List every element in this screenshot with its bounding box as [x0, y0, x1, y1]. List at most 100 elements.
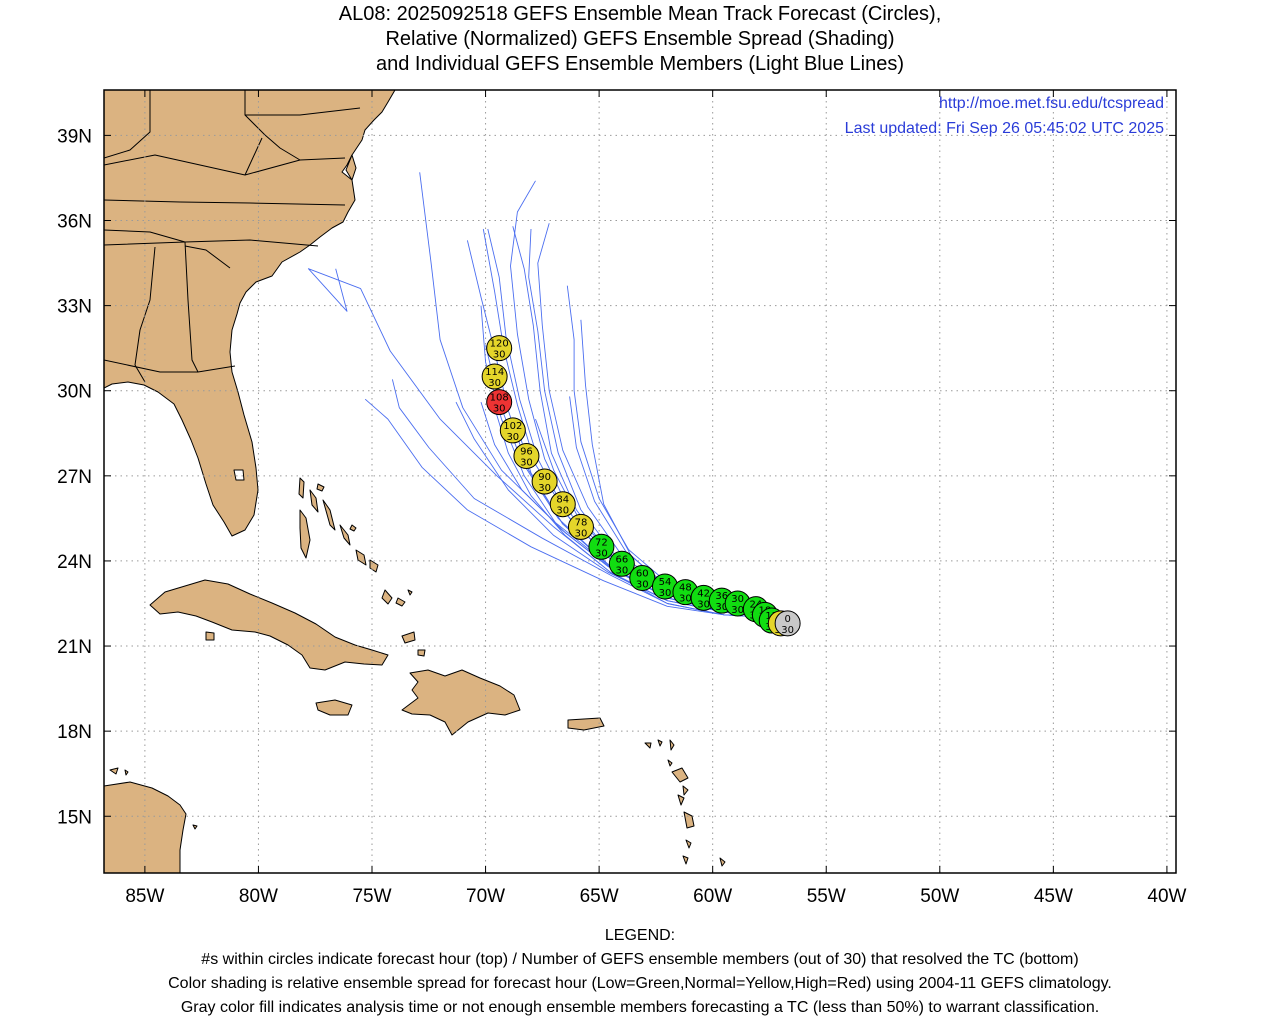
legend-line-3: Gray color fill indicates analysis time … [180, 999, 1100, 1016]
land-turks-caicos [401, 631, 416, 644]
forecast-hour-label: 36 [715, 591, 728, 602]
forecast-circle-fill [567, 513, 594, 540]
lon-tick-label: 60W [693, 886, 732, 907]
mean-track-circles: 1203011430108301023096309030843078307230… [481, 335, 801, 637]
land-small-islands [109, 767, 198, 830]
credit-url[interactable]: http://moe.met.fsu.edu/tcspread [939, 95, 1164, 112]
land-inagua [417, 649, 426, 657]
forecast-hour-label: 84 [556, 495, 569, 506]
member-count-label: 30 [715, 602, 728, 613]
lat-tick-label: 15N [57, 807, 92, 828]
member-count-label: 30 [575, 528, 588, 539]
lat-tick-label: 39N [57, 126, 92, 147]
forecast-circle-fill [549, 491, 576, 518]
member-count-label: 30 [781, 625, 794, 636]
land-lesser-antilles [644, 739, 726, 867]
ensemble-member-track-7 [391, 379, 772, 619]
lon-tick-label: 80W [239, 886, 278, 907]
member-count-label: 30 [636, 579, 649, 590]
member-count-label: 30 [659, 588, 672, 599]
ensemble-member-track-8 [364, 398, 772, 619]
forecast-hour-label: 120 [490, 339, 509, 350]
forecast-circle-fill [608, 550, 635, 577]
forecast-hour-label: 96 [520, 446, 533, 457]
axis-ticks: 85W 80W 75W 70W 65W 60W 55W 50W 45W 40W 39N 36N 33N 3… [57, 90, 1187, 907]
lon-tick-label: 85W [125, 886, 164, 907]
lon-tick-label: 75W [352, 886, 391, 907]
member-count-label: 30 [556, 506, 569, 517]
title-line-3: and Individual GEFS Ensemble Members (Li… [375, 53, 905, 75]
forecast-hour-label: 90 [538, 472, 551, 483]
forecast-circle-fill [486, 335, 513, 362]
forecast-hour-label: 78 [575, 517, 588, 528]
lon-tick-label: 55W [807, 886, 846, 907]
land-cuba [149, 579, 389, 671]
forecast-hour-label: 60 [636, 568, 649, 579]
land-jamaica [315, 699, 353, 716]
legend: LEGEND: #s within circles indicate forec… [0, 924, 1280, 1020]
forecast-hour-label: 102 [503, 421, 522, 432]
lat-tick-label: 33N [57, 297, 92, 318]
member-count-label: 30 [506, 432, 519, 443]
forecast-circle-fill [774, 610, 801, 637]
track-map: 1203011430108301023096309030843078307230… [57, 89, 1187, 907]
forecast-hour-label: 30 [731, 594, 744, 605]
land-hispaniola [401, 669, 521, 736]
credit-updated: Last updated: Fri Sep 26 05:45:02 UTC 20… [845, 120, 1164, 137]
legend-heading: LEGEND: [604, 927, 676, 944]
forecast-circle-fill [481, 363, 508, 390]
lat-tick-label: 18N [57, 722, 92, 743]
member-count-label: 30 [538, 483, 551, 494]
forecast-circle-hour-0: 030 [774, 610, 801, 637]
lon-tick-label: 40W [1147, 886, 1186, 907]
member-count-label: 30 [697, 599, 710, 610]
lat-tick-label: 24N [57, 552, 92, 573]
title-line-2: Relative (Normalized) GEFS Ensemble Spre… [385, 28, 895, 50]
member-count-label: 30 [493, 350, 506, 361]
forecast-circle-fill [513, 442, 540, 469]
legend-line-2: Color shading is relative ensemble sprea… [168, 975, 1112, 992]
forecast-hour-label: 108 [490, 393, 509, 404]
forecast-hour-label: 24 [749, 600, 762, 611]
lat-tick-label: 30N [57, 382, 92, 403]
map-frame [103, 89, 1177, 874]
title-line-1: AL08: 2025092518 GEFS Ensemble Mean Trac… [338, 3, 942, 25]
land-delmarva [345, 154, 357, 181]
forecast-hour-label: 42 [697, 588, 710, 599]
forecast-hour-label: 54 [659, 577, 672, 588]
member-count-label: 30 [679, 594, 692, 605]
member-count-label: 30 [488, 378, 501, 389]
forecast-circle-fill [499, 417, 526, 444]
forecast-circle-fill [486, 389, 513, 416]
member-count-label: 30 [595, 548, 608, 559]
lon-tick-label: 50W [920, 886, 959, 907]
forecast-hour-label: 72 [595, 537, 608, 548]
lake-okeechobee [233, 469, 245, 481]
forecast-hour-label: 66 [615, 554, 628, 565]
forecast-hour-label: 48 [679, 583, 692, 594]
forecast-hour-label: 114 [485, 367, 504, 378]
lat-lon-grid [104, 90, 1176, 873]
member-count-label: 30 [615, 565, 628, 576]
state-borders [104, 90, 361, 383]
forecast-circle-fill [588, 533, 615, 560]
legend-line-1: #s within circles indicate forecast hour… [201, 951, 1079, 968]
member-count-label: 30 [520, 457, 533, 468]
member-count-label: 30 [731, 605, 744, 616]
lon-tick-label: 70W [466, 886, 505, 907]
forecast-hour-label: 0 [784, 614, 790, 625]
lat-tick-label: 27N [57, 467, 92, 488]
lat-tick-label: 21N [57, 637, 92, 658]
forecast-circle-fill [629, 564, 656, 591]
forecast-circle-fill [531, 468, 558, 495]
